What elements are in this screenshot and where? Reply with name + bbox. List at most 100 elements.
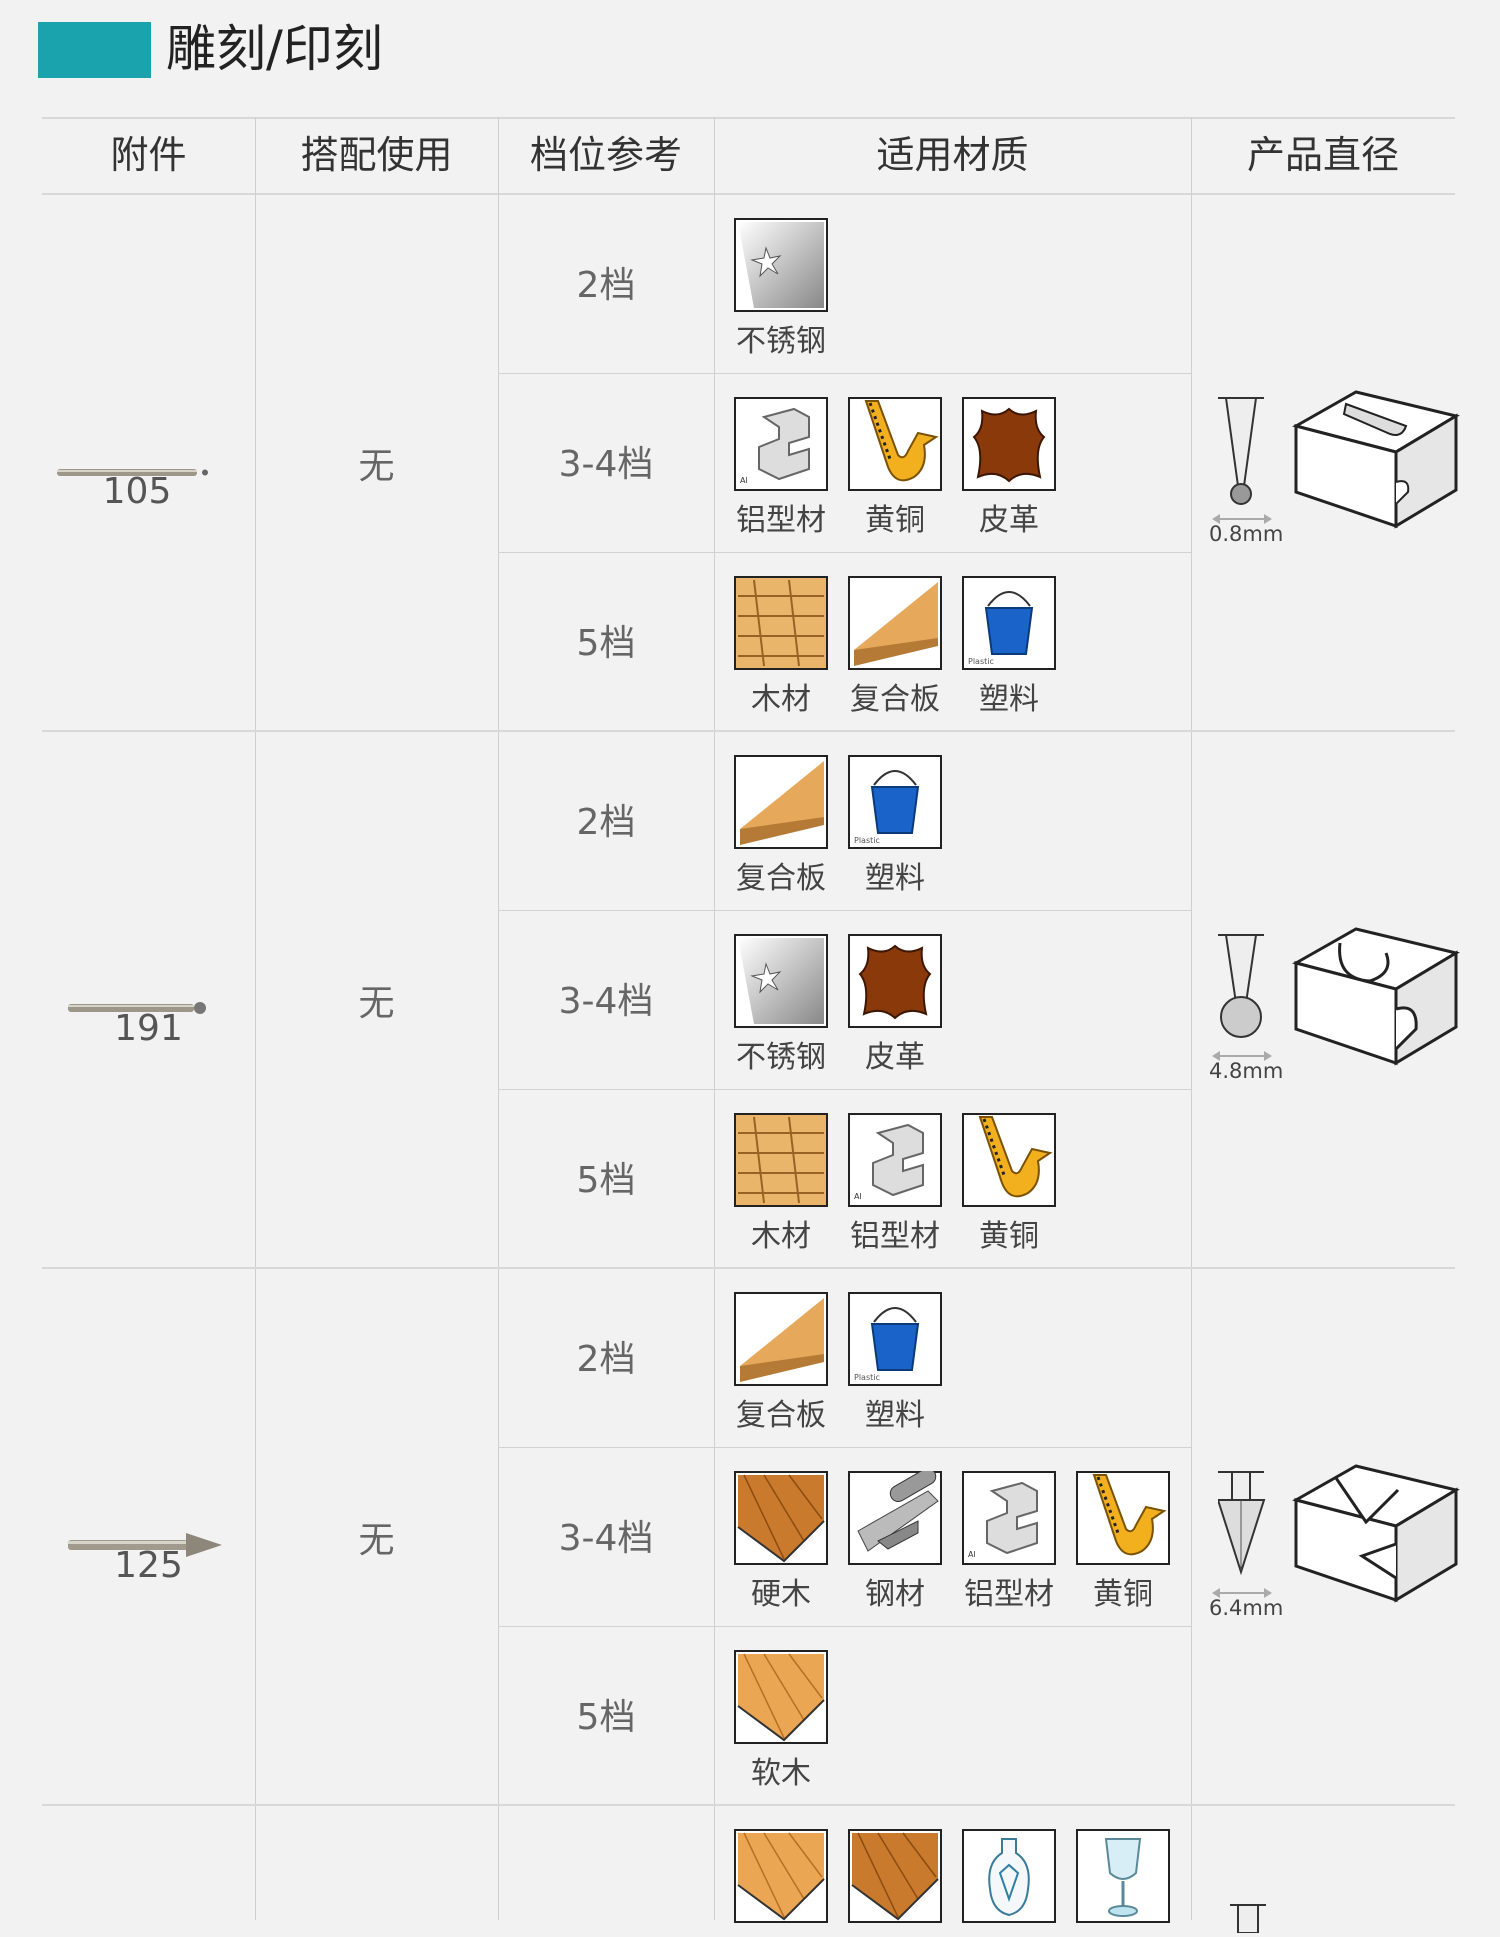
column-divider [714, 117, 715, 1920]
plastic-icon: Plastic [962, 576, 1056, 670]
material-hardwood [848, 1829, 942, 1923]
material-label: 塑料 [865, 861, 925, 896]
material-brass: 黄铜 [962, 1113, 1056, 1254]
level-value: 3-4档 [558, 980, 654, 1022]
attachment-number: 125 [114, 1544, 183, 1586]
stainless-icon [734, 934, 828, 1028]
round-groove-workpiece-icon [1286, 923, 1466, 1069]
softwood-icon [734, 1829, 828, 1923]
width-arrow-icon [1212, 1584, 1272, 1598]
row-divider [498, 910, 1191, 911]
brass-icon [962, 1113, 1056, 1207]
stainless-icon [734, 218, 828, 312]
group-divider [42, 1804, 1455, 1806]
material-plastic: Plastic 塑料 [848, 1292, 942, 1433]
composite-icon [734, 1292, 828, 1386]
material-label: 木材 [751, 1219, 811, 1254]
plastic-icon: Plastic [848, 755, 942, 849]
level-value: 3-4档 [558, 443, 654, 485]
attachment-number: 105 [102, 470, 172, 512]
header-bottom-rule [42, 193, 1455, 195]
pairing-value: 无 [358, 1519, 395, 1561]
v-groove-workpiece-icon [1286, 1460, 1466, 1606]
column-header: 附件 [110, 133, 187, 177]
hardwood-icon [734, 1471, 828, 1565]
material-label: 复合板 [736, 861, 826, 896]
round-groove-bit-profile-icon [1218, 933, 1268, 1053]
material-glass [1076, 1829, 1170, 1923]
material-label: 软木 [751, 1756, 811, 1791]
material-label: 铝型材 [964, 1577, 1054, 1612]
material-label: 铝型材 [736, 503, 826, 538]
material-wood: 木材 [734, 576, 828, 717]
bit-profile-icon [1228, 1903, 1268, 1934]
material-leather: 皮革 [848, 934, 942, 1075]
material-label: 铝型材 [850, 1219, 940, 1254]
material-plastic: Plastic 塑料 [848, 755, 942, 896]
group-divider [42, 1267, 1455, 1269]
column-divider [255, 117, 256, 1920]
leather-icon [962, 397, 1056, 491]
aluminum-icon: Al [848, 1113, 942, 1207]
thin-groove-workpiece-icon [1286, 386, 1466, 532]
glass-icon [1076, 1829, 1170, 1923]
column-header: 产品直径 [1246, 133, 1399, 177]
svg-text:Plastic: Plastic [854, 1373, 880, 1382]
level-value: 5档 [576, 622, 636, 664]
material-plastic: Plastic 塑料 [962, 576, 1056, 717]
level-value: 5档 [576, 1159, 636, 1201]
material-label: 塑料 [865, 1398, 925, 1433]
diameter-value: 0.8mm [1209, 522, 1284, 546]
wood-icon [734, 1113, 828, 1207]
material-aluminum: Al 铝型材 [734, 397, 828, 538]
width-arrow-icon [1212, 1047, 1272, 1061]
composite-icon [848, 576, 942, 670]
level-value: 2档 [576, 801, 636, 843]
plastic-icon: Plastic [848, 1292, 942, 1386]
material-label: 复合板 [736, 1398, 826, 1433]
material-label: 复合板 [850, 682, 940, 717]
group-divider [42, 730, 1455, 732]
composite-icon [734, 755, 828, 849]
diameter-value: 4.8mm [1209, 1059, 1284, 1083]
material-label: 硬木 [751, 1577, 811, 1612]
material-label: 黄铜 [1093, 1577, 1153, 1612]
thin-groove-bit-profile-icon [1218, 396, 1268, 516]
material-label: 皮革 [979, 503, 1039, 538]
material-brass: 黄铜 [1076, 1471, 1170, 1612]
v-groove-bit-profile-icon [1216, 1470, 1268, 1590]
material-stainless: 不锈钢 [734, 218, 828, 359]
material-ceramic [962, 1829, 1056, 1923]
material-composite: 复合板 [734, 755, 828, 896]
material-wood: 木材 [734, 1113, 828, 1254]
row-divider [498, 1447, 1191, 1448]
section-title: 雕刻/印刻 [166, 20, 383, 78]
ceramic-icon [962, 1829, 1056, 1923]
material-leather: 皮革 [962, 397, 1056, 538]
material-label: 塑料 [979, 682, 1039, 717]
column-divider [1191, 117, 1192, 1920]
softwood-icon [734, 1650, 828, 1744]
wood-icon [734, 576, 828, 670]
aluminum-icon: Al [734, 397, 828, 491]
hardwood-icon [848, 1829, 942, 1923]
row-divider [498, 1626, 1191, 1627]
leather-icon [848, 934, 942, 1028]
svg-text:Al: Al [854, 1192, 862, 1201]
bit-ball-icon [68, 994, 228, 1020]
svg-text:Al: Al [968, 1550, 976, 1559]
attachment-number: 191 [114, 1007, 183, 1049]
level-value: 2档 [576, 264, 636, 306]
material-softwood [734, 1829, 828, 1923]
material-label: 木材 [751, 682, 811, 717]
level-value: 5档 [576, 1696, 636, 1738]
diameter-value: 6.4mm [1209, 1596, 1284, 1620]
pairing-value: 无 [358, 982, 395, 1024]
material-label: 黄铜 [865, 503, 925, 538]
row-divider [498, 1089, 1191, 1090]
brass-icon [848, 397, 942, 491]
material-hardwood: 硬木 [734, 1471, 828, 1612]
row-divider [498, 552, 1191, 553]
column-header: 搭配使用 [300, 133, 453, 177]
material-stainless: 不锈钢 [734, 934, 828, 1075]
